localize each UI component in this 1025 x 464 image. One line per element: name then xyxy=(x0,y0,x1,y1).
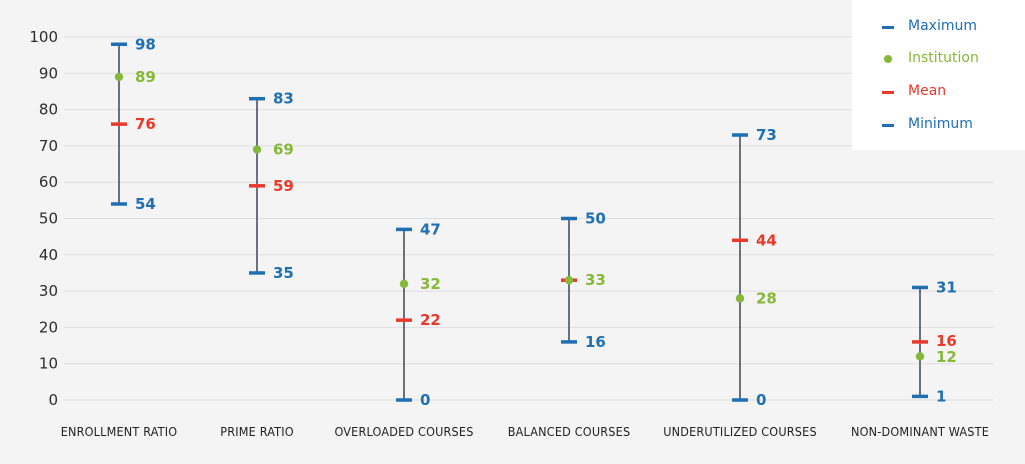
mean-value-label: 44 xyxy=(756,231,777,249)
y-tick-label: 100 xyxy=(29,28,58,46)
institution-marker xyxy=(915,352,925,361)
markers xyxy=(111,42,928,402)
maximum-value-label: 83 xyxy=(273,90,294,108)
minimum-dash-icon xyxy=(882,124,894,127)
minimum-value-label: 54 xyxy=(135,195,156,213)
y-tick-label: 60 xyxy=(39,173,58,191)
institution-value-label: 89 xyxy=(135,68,156,86)
x-category-label: NON-DOMINANT WASTE xyxy=(851,424,989,439)
legend-item-mean: Mean xyxy=(852,81,1025,105)
legend-label: Minimum xyxy=(908,116,973,132)
institution-dot-icon xyxy=(884,55,892,63)
y-tick-label: 90 xyxy=(39,64,58,82)
whiskers xyxy=(118,44,921,400)
x-category-label: BALANCED COURSES xyxy=(508,424,631,439)
mean-value-label: 76 xyxy=(135,115,156,133)
y-tick-label: 20 xyxy=(39,318,58,336)
x-category-label: PRIME RATIO xyxy=(220,424,294,439)
institution-marker xyxy=(399,279,409,289)
x-axis-categories: ENROLLMENT RATIO PRIME RATIO OVERLOADED CO… xyxy=(61,424,989,439)
maximum-value-label: 31 xyxy=(936,278,957,296)
gridlines xyxy=(64,36,994,401)
legend: Maximum Institution Mean Minimum xyxy=(852,0,1025,150)
x-category-label: ENROLLMENT RATIO xyxy=(61,424,178,439)
y-axis-ticks: 0 10 20 30 40 50 60 70 80 90 100 xyxy=(29,28,58,409)
institution-value-label: 32 xyxy=(420,275,441,293)
institution-value-label: 28 xyxy=(756,289,777,307)
y-tick-label: 80 xyxy=(39,101,58,119)
maximum-value-label: 73 xyxy=(756,126,777,144)
minimum-value-label: 35 xyxy=(273,264,294,282)
x-category-label: OVERLOADED COURSES xyxy=(334,424,473,439)
minimum-value-label: 0 xyxy=(420,391,430,409)
legend-item-minimum: Minimum xyxy=(852,114,1025,138)
legend-label: Institution xyxy=(908,50,979,66)
y-tick-label: 40 xyxy=(39,246,58,264)
y-tick-label: 70 xyxy=(39,137,58,155)
institution-marker xyxy=(252,145,262,154)
maximum-dash-icon xyxy=(882,26,894,29)
minimum-value-label: 16 xyxy=(585,333,606,351)
minimum-value-label: 0 xyxy=(756,391,766,409)
maximum-value-label: 47 xyxy=(420,220,441,238)
legend-label: Mean xyxy=(908,83,947,99)
mean-dash-icon xyxy=(882,91,894,94)
y-tick-label: 10 xyxy=(39,355,58,373)
institution-marker xyxy=(735,294,745,303)
value-labels: 98 54 76 89 83 35 59 69 47 0 22 32 50 16 33 73 0 44 28 31 1 1… xyxy=(135,35,957,409)
legend-item-institution: Institution xyxy=(852,48,1025,72)
y-tick-label: 0 xyxy=(48,391,58,409)
y-tick-label: 50 xyxy=(39,210,58,228)
minimum-value-label: 1 xyxy=(936,387,946,405)
mean-value-label: 59 xyxy=(273,177,294,195)
x-category-label: UNDERUTILIZED COURSES xyxy=(663,424,817,439)
institution-marker xyxy=(564,276,574,285)
maximum-value-label: 50 xyxy=(585,210,606,228)
y-tick-label: 30 xyxy=(39,282,58,300)
institution-value-label: 12 xyxy=(936,348,957,366)
institution-marker xyxy=(114,72,124,82)
legend-item-maximum: Maximum xyxy=(852,16,1025,40)
institution-value-label: 33 xyxy=(585,271,606,289)
legend-label: Maximum xyxy=(908,18,977,34)
mean-value-label: 16 xyxy=(936,332,957,350)
institution-value-label: 69 xyxy=(273,141,294,159)
mean-value-label: 22 xyxy=(420,311,441,329)
maximum-value-label: 98 xyxy=(135,35,156,53)
